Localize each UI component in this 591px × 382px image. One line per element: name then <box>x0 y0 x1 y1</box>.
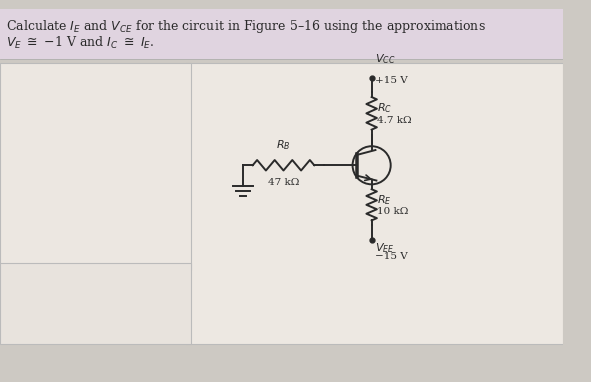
FancyBboxPatch shape <box>0 264 190 345</box>
Text: $V_E$ $\cong$ $-$1 V and $I_C$ $\cong$ $I_E$.: $V_E$ $\cong$ $-$1 V and $I_C$ $\cong$ $… <box>6 35 154 51</box>
Text: $R_C$: $R_C$ <box>377 102 392 115</box>
Text: $R_B$: $R_B$ <box>276 138 291 152</box>
Text: 47 kΩ: 47 kΩ <box>268 178 299 187</box>
Text: $V_{CC}$: $V_{CC}$ <box>375 52 396 66</box>
FancyBboxPatch shape <box>186 63 563 345</box>
Text: 10 kΩ: 10 kΩ <box>377 207 409 216</box>
FancyBboxPatch shape <box>0 9 563 58</box>
Text: +15 V: +15 V <box>375 76 408 85</box>
Text: 4.7 kΩ: 4.7 kΩ <box>377 115 412 125</box>
FancyBboxPatch shape <box>0 63 190 270</box>
Text: $V_{EE}$: $V_{EE}$ <box>375 241 395 255</box>
Text: Calculate $I_E$ and $V_{CE}$ for the circuit in Figure 5–16 using the approximat: Calculate $I_E$ and $V_{CE}$ for the cir… <box>6 18 485 35</box>
Text: $R_E$: $R_E$ <box>377 193 392 207</box>
Text: −15 V: −15 V <box>375 252 408 261</box>
